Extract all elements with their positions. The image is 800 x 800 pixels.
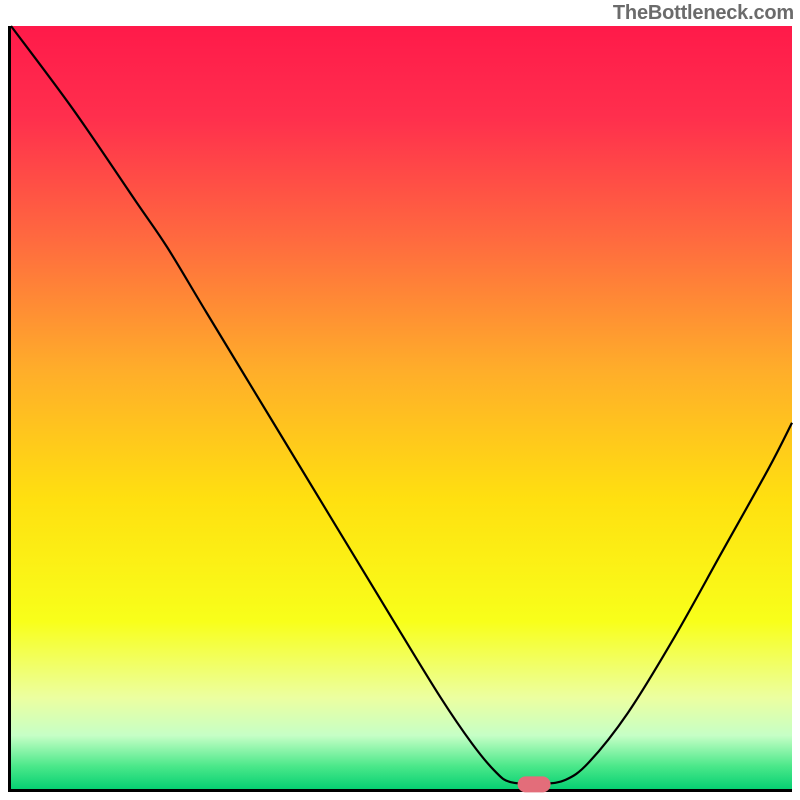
watermark-text: TheBottleneck.com — [613, 2, 794, 25]
plot-area — [8, 26, 792, 792]
bottleneck-chart: TheBottleneck.com — [0, 0, 800, 800]
bottleneck-curve — [11, 26, 792, 784]
curve-layer — [11, 26, 792, 789]
optimal-marker — [518, 777, 551, 792]
